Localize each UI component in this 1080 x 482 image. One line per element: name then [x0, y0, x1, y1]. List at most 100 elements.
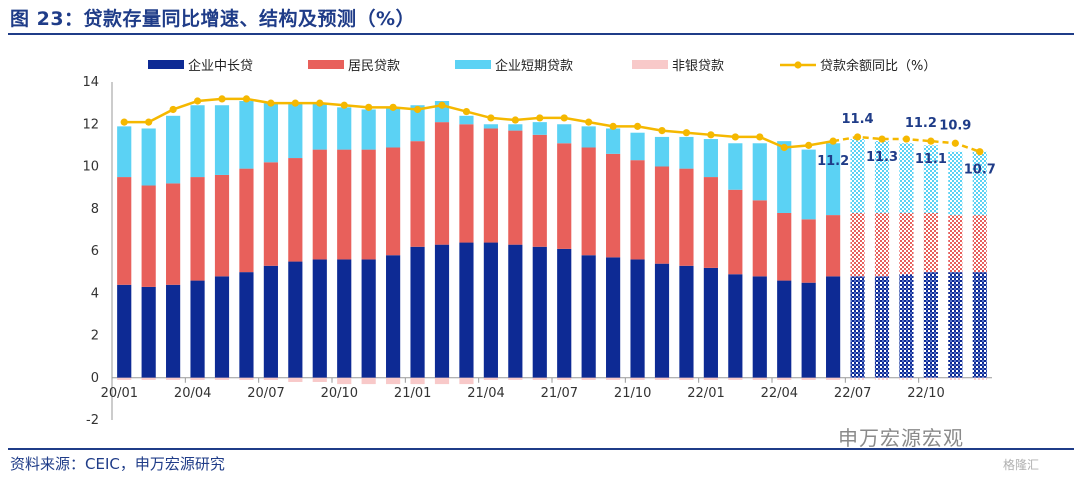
growth-line-point — [633, 122, 642, 130]
bar-segment — [190, 105, 205, 178]
bar-segment — [801, 219, 816, 283]
bar-segment — [679, 377, 694, 380]
y-tick-label: 6 — [91, 244, 99, 259]
bar-segment — [557, 377, 572, 380]
legend-label: 企业中长贷 — [188, 58, 253, 74]
bar-segment — [899, 143, 914, 213]
bar-segment — [483, 242, 498, 378]
bar-segment — [312, 149, 327, 260]
bar-segment — [263, 162, 278, 266]
x-tick-label: 21/10 — [614, 386, 651, 401]
loan-growth-chart: -2 0 2 4 6 8 10 12 14 20/01 20/04 20/07 20/10 21/01 21… — [82, 58, 996, 428]
bar-segment — [752, 377, 767, 380]
growth-line-point — [731, 133, 739, 141]
bar-segment — [288, 158, 303, 262]
growth-line-point — [145, 118, 153, 126]
growth-line-point — [169, 105, 177, 114]
bar-segment — [190, 377, 205, 380]
bar-segment — [508, 377, 523, 380]
bar-segment — [532, 246, 547, 378]
bar-segment — [703, 177, 718, 268]
watermark: 申万宏源宏观 — [838, 426, 964, 450]
bar-segment — [263, 103, 278, 163]
bar-segment — [508, 130, 523, 245]
line-series — [120, 95, 984, 156]
bar-segment — [288, 377, 303, 382]
bar-segment — [752, 143, 767, 201]
bar-segment — [630, 259, 645, 378]
bar-segment — [410, 377, 425, 385]
watermark-logo-text: 格隆汇 — [1003, 458, 1040, 472]
growth-line-point — [536, 114, 544, 122]
bar-segment — [386, 147, 401, 256]
growth-line-point — [511, 116, 519, 124]
bar-segment — [117, 126, 132, 178]
bar-segment — [557, 143, 572, 249]
bar-segment — [850, 377, 865, 380]
bar-segment — [434, 244, 450, 378]
bar-segment — [581, 255, 596, 378]
bar-segment — [899, 377, 914, 380]
bar-segment — [850, 276, 865, 378]
bar-segment — [166, 377, 181, 380]
bar-segment — [581, 147, 596, 256]
footer-rule — [8, 448, 1074, 450]
growth-line-actual — [124, 97, 834, 149]
bar-segment — [874, 377, 890, 380]
bar-segment — [483, 124, 498, 129]
growth-line-point — [707, 131, 715, 139]
bar-segment — [312, 103, 327, 150]
bar-segment — [288, 103, 303, 159]
bar-segment — [630, 132, 645, 161]
bar-segment — [728, 143, 743, 190]
bar-segment — [117, 177, 132, 285]
bar-segment — [679, 136, 694, 169]
bar-segment — [214, 377, 230, 380]
growth-line-point — [413, 105, 422, 114]
data-label: 11.2 — [817, 154, 849, 169]
data-label: 11.1 — [915, 152, 947, 167]
growth-line-point — [560, 114, 568, 122]
growth-line-point — [951, 139, 959, 147]
bar-segment — [874, 276, 890, 378]
x-tick-label: 22/10 — [907, 386, 944, 401]
legend-swatch — [308, 60, 344, 69]
bar-segment — [826, 143, 841, 216]
x-tick-label: 21/04 — [467, 386, 504, 401]
bar-segment — [532, 122, 547, 135]
growth-line-point — [365, 103, 373, 111]
bar-segment — [361, 259, 376, 378]
bar-segment — [141, 377, 156, 380]
bar-segment — [948, 151, 963, 216]
growth-line-point — [682, 129, 691, 137]
data-label: 10.7 — [964, 163, 996, 178]
bar-segment — [214, 276, 230, 378]
bar-segment — [214, 105, 230, 175]
x-tick-label: 21/07 — [541, 386, 578, 401]
bar-segment — [948, 215, 963, 273]
bar-segment — [434, 377, 450, 385]
bar-segment — [410, 246, 425, 378]
bar-segment — [386, 107, 401, 148]
bar-segment — [361, 377, 376, 385]
growth-line-point — [316, 99, 324, 107]
bar-segment — [826, 276, 841, 378]
growth-line-point — [658, 126, 666, 135]
bar-segment — [337, 259, 352, 378]
bar-segment — [630, 377, 645, 380]
x-tick-label: 21/01 — [394, 386, 431, 401]
growth-line-point — [291, 99, 299, 107]
source-note: 资料来源：CEIC，申万宏源研究 — [10, 455, 225, 473]
growth-line-point — [780, 143, 788, 152]
bar-segment — [728, 377, 743, 380]
bar-segment — [239, 168, 254, 273]
bar-segment — [777, 141, 792, 213]
y-tick-label: 4 — [91, 286, 99, 301]
bar-segment — [923, 145, 938, 213]
growth-line-point — [120, 118, 128, 126]
legend-label: 贷款余额同比（%） — [820, 58, 936, 74]
bar-segment — [532, 377, 547, 380]
growth-line-point — [805, 141, 813, 149]
x-tick-label: 22/07 — [834, 386, 871, 401]
y-tick-label: 14 — [82, 75, 99, 90]
